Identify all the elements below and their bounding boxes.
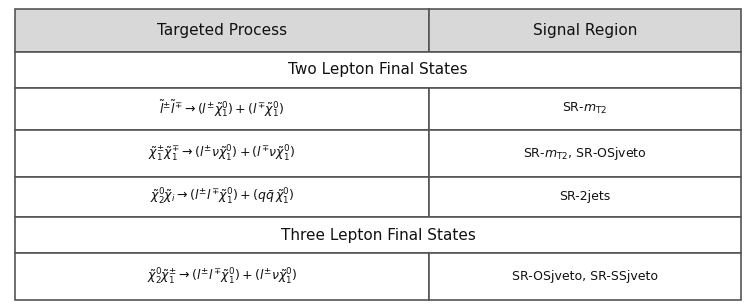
Bar (429, 88, 741, 130)
Text: $\tilde{\chi}^{\pm}_{1}\tilde{\chi}^{\mp}_{1} \rightarrow (l^{\pm}\nu\tilde{\chi: $\tilde{\chi}^{\pm}_{1}\tilde{\chi}^{\mp… (148, 144, 296, 163)
Bar (15, 253, 429, 300)
Text: SR-OSjveto, SR-SSjveto: SR-OSjveto, SR-SSjveto (512, 270, 658, 283)
Bar (15, 177, 429, 217)
Text: Two Lepton Final States: Two Lepton Final States (288, 62, 468, 77)
Bar (15, 217, 741, 253)
Text: SR-$m_{\mathrm{T2}}$: SR-$m_{\mathrm{T2}}$ (562, 101, 608, 117)
Text: $\tilde{\chi}^{0}_{2}\tilde{\chi}^{\pm}_{1} \rightarrow (l^{\pm}l^{\mp}\tilde{\c: $\tilde{\chi}^{0}_{2}\tilde{\chi}^{\pm}_… (147, 267, 297, 287)
Text: $\tilde{\chi}^{0}_{2}\tilde{\chi}_{i} \rightarrow (l^{\pm}l^{\mp}\tilde{\chi}^{0: $\tilde{\chi}^{0}_{2}\tilde{\chi}_{i} \r… (150, 187, 294, 207)
Bar (15, 52, 741, 88)
Bar (429, 9, 741, 52)
Text: Targeted Process: Targeted Process (157, 23, 287, 38)
Text: Signal Region: Signal Region (533, 23, 637, 38)
Text: SR-$m_{\mathrm{T2}}$, SR-OSjveto: SR-$m_{\mathrm{T2}}$, SR-OSjveto (523, 145, 647, 162)
Bar (15, 130, 429, 177)
Text: Three Lepton Final States: Three Lepton Final States (280, 228, 476, 243)
Text: SR-2jets: SR-2jets (559, 190, 610, 203)
Text: $\tilde{l}^{\pm}\tilde{l}^{\mp} \rightarrow (l^{\pm}\tilde{\chi}^{0}_{1}) + (l^{: $\tilde{l}^{\pm}\tilde{l}^{\mp} \rightar… (160, 99, 284, 119)
Bar (429, 253, 741, 300)
Bar (429, 177, 741, 217)
Bar (15, 88, 429, 130)
Bar (429, 130, 741, 177)
Bar (15, 9, 429, 52)
